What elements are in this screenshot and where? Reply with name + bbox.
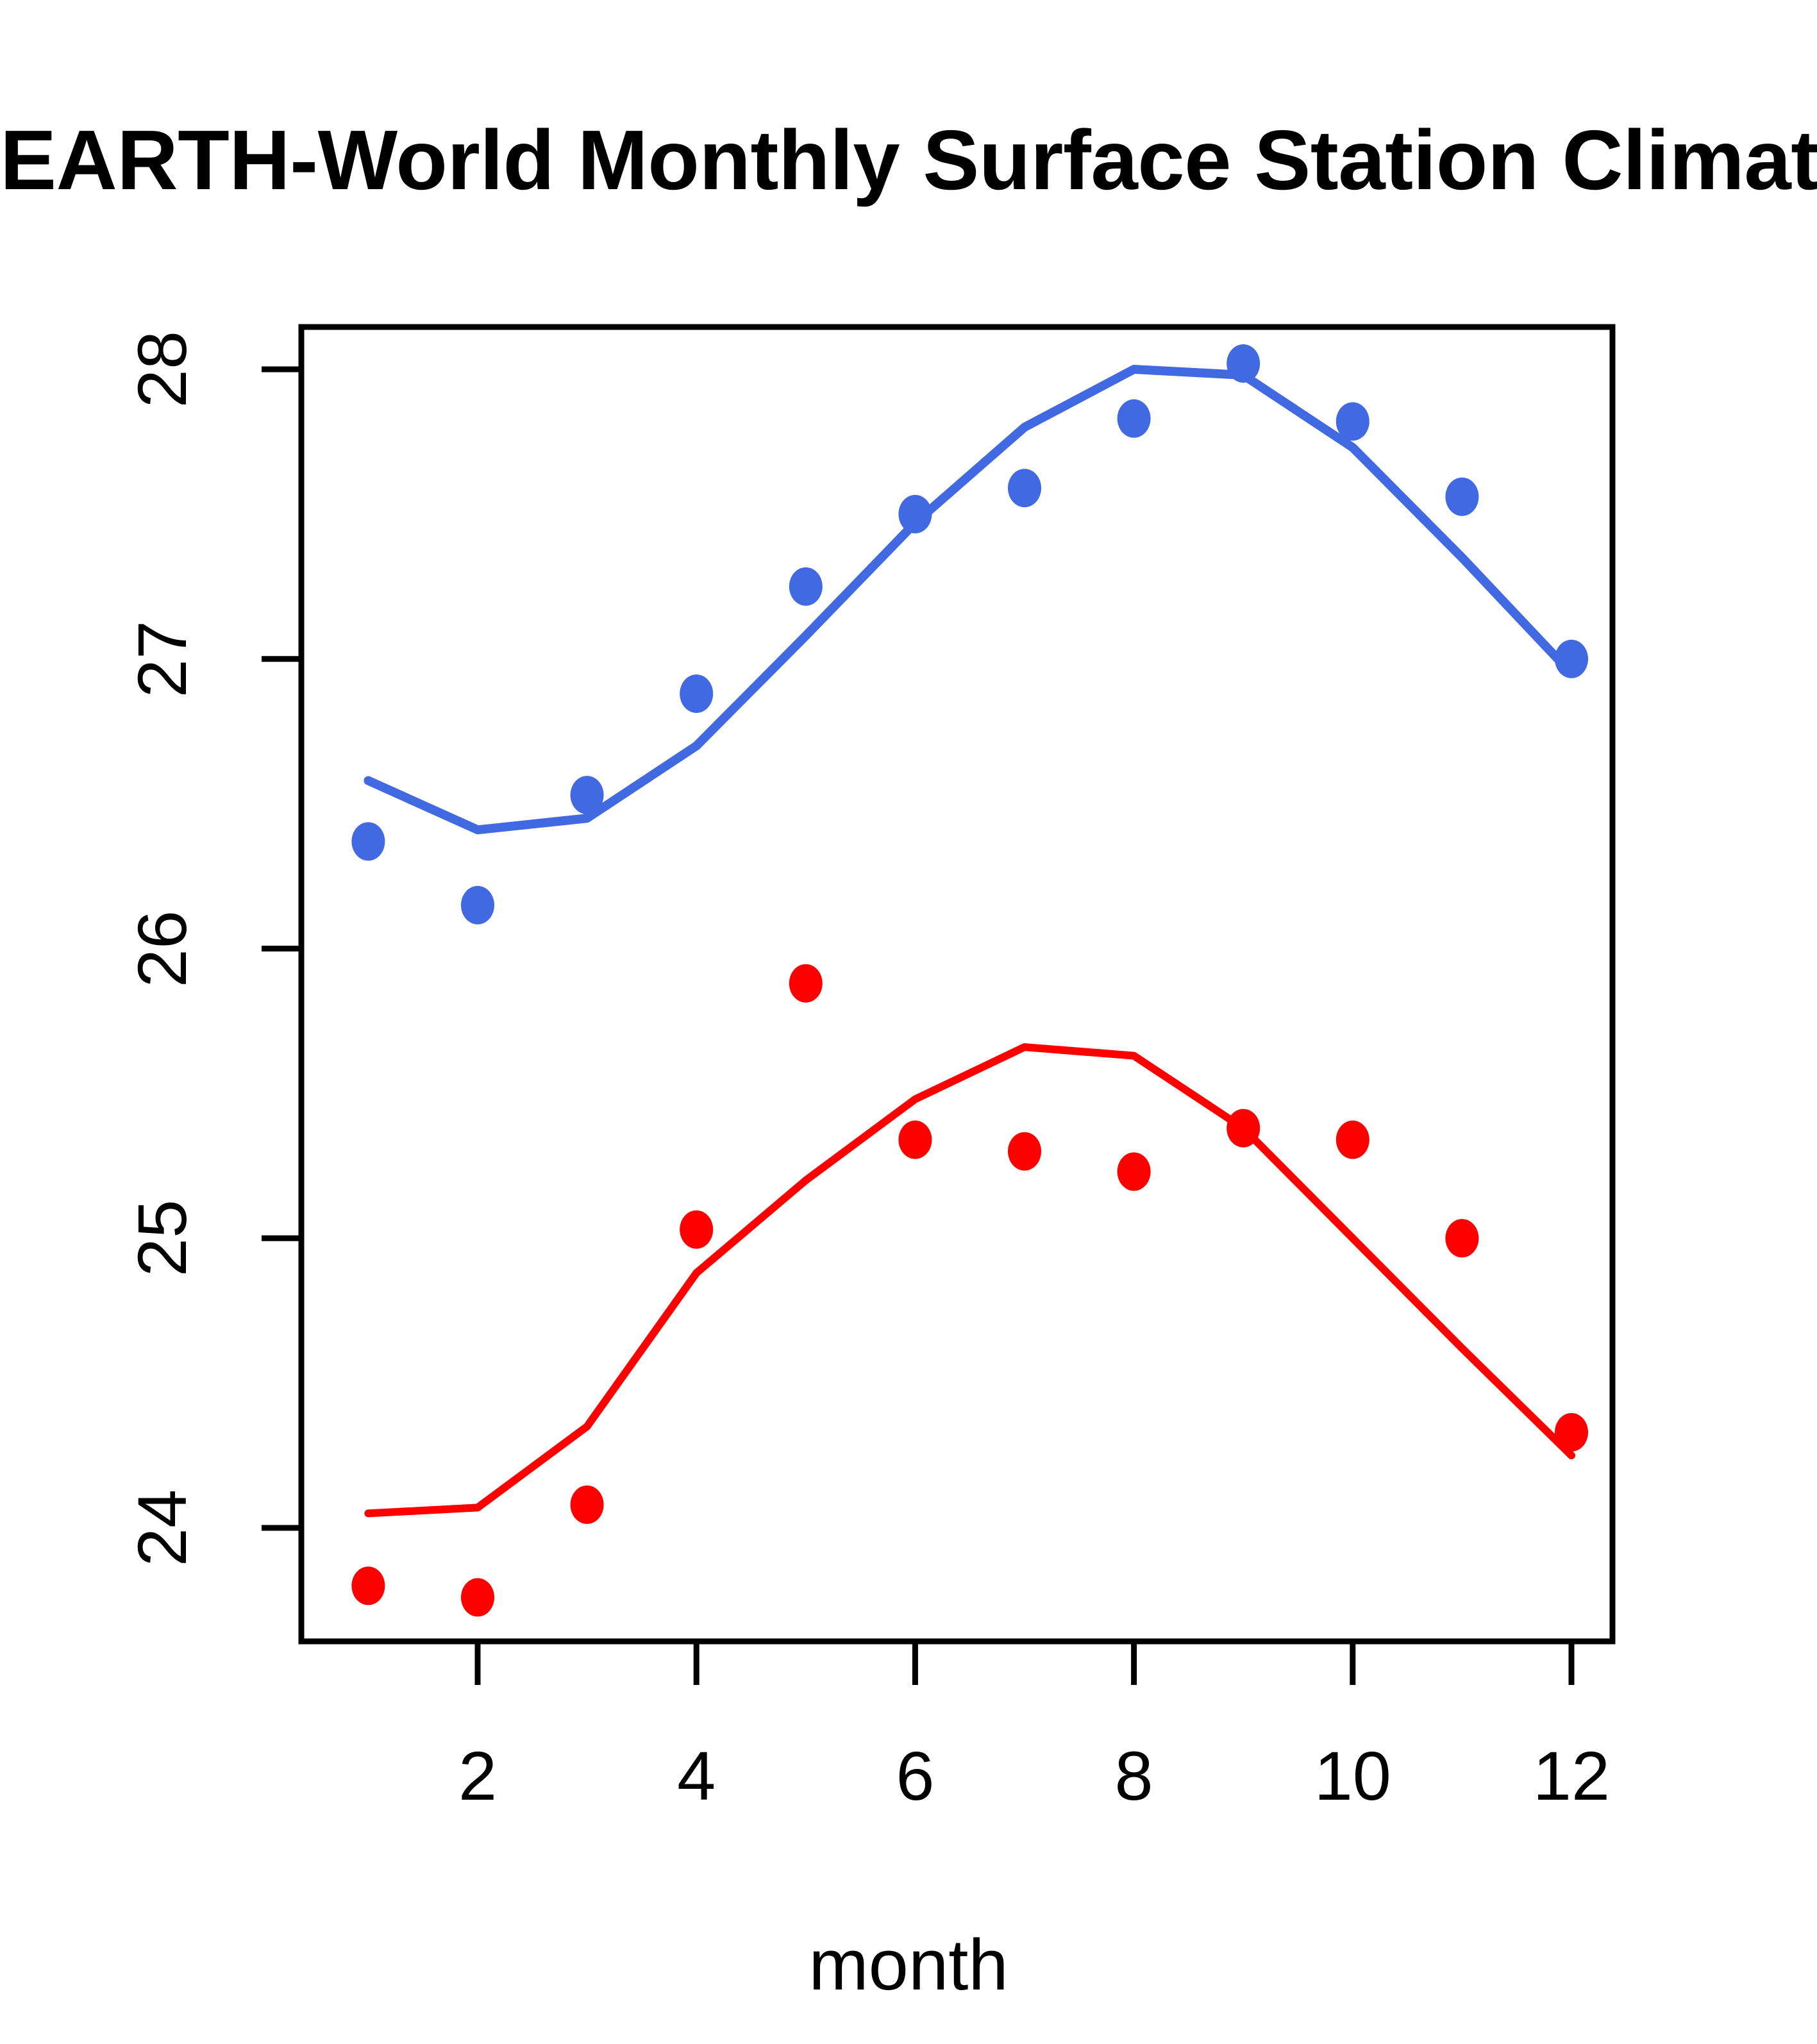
series-line-blue-line <box>364 365 1576 835</box>
chart-title-text: EARTH-World Monthly Surface Station Clim… <box>0 113 1817 207</box>
data-point <box>570 1485 604 1524</box>
data-point <box>1445 477 1479 516</box>
data-point <box>351 822 385 861</box>
data-point <box>1555 1412 1588 1452</box>
data-point <box>789 964 823 1003</box>
data-point <box>1227 344 1260 383</box>
data-point <box>1445 1219 1479 1258</box>
data-point <box>1008 1132 1041 1171</box>
x-tick-label: 4 <box>677 1737 716 1814</box>
data-point <box>461 885 494 925</box>
x-axis <box>319 1638 1610 1685</box>
x-tick-label: 12 <box>1532 1737 1611 1814</box>
chart-title: EARTH-World Monthly Surface Station Clim… <box>0 103 1817 218</box>
data-point <box>1008 469 1041 508</box>
x-tick-label: 10 <box>1314 1737 1391 1814</box>
data-point <box>570 776 604 815</box>
data-point <box>1227 1109 1260 1148</box>
series-line-red-line <box>364 1043 1575 1518</box>
y-tick-label: 24 <box>123 1489 201 1567</box>
plot-frame <box>298 324 1616 1645</box>
y-tick-label: 25 <box>123 1200 201 1277</box>
y-axis <box>262 334 305 1615</box>
data-point <box>789 567 823 606</box>
y-tick-label: 26 <box>123 910 201 987</box>
data-point <box>1336 1120 1369 1159</box>
y-tick-label: 28 <box>123 330 201 408</box>
data-point <box>351 1566 385 1605</box>
data-point <box>898 1120 932 1159</box>
series-layer <box>351 344 1588 1617</box>
data-point <box>680 1210 714 1249</box>
x-tick-label: 2 <box>458 1737 498 1814</box>
data-point <box>1336 402 1369 441</box>
data-point <box>1117 399 1151 438</box>
x-tick-label: 8 <box>1114 1737 1153 1814</box>
data-point <box>680 674 714 713</box>
data-point <box>1117 1152 1151 1191</box>
data-point <box>898 494 932 533</box>
y-tick-label: 27 <box>123 620 201 698</box>
data-point <box>461 1578 494 1617</box>
data-point <box>1555 639 1588 678</box>
x-tick-label: 6 <box>896 1737 935 1814</box>
x-axis-title: month <box>808 1925 1009 2005</box>
